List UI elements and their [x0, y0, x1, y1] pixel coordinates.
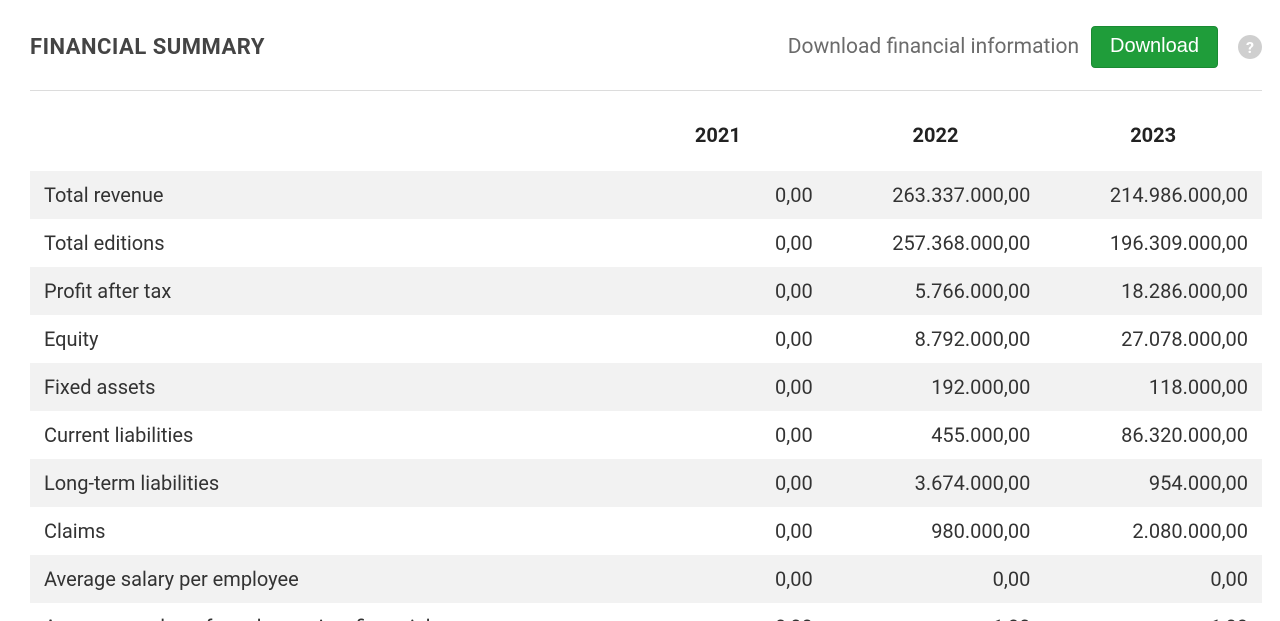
cell-2021: 0,00 [609, 267, 827, 315]
cell-2022: 455.000,00 [827, 411, 1045, 459]
table-header-row: 2021 2022 2023 [30, 113, 1262, 171]
cell-2022: 1,00 [827, 603, 1045, 621]
cell-2022: 192.000,00 [827, 363, 1045, 411]
cell-2021: 0,00 [609, 411, 827, 459]
cell-2021: 0,00 [609, 603, 827, 621]
header-actions: Download financial information Download … [788, 26, 1262, 68]
row-label: Equity [30, 315, 609, 363]
panel-header: FINANCIAL SUMMARY Download financial inf… [30, 26, 1262, 91]
col-header-2023: 2023 [1044, 113, 1262, 171]
row-label: Average salary per employee [30, 555, 609, 603]
cell-2023: 0,00 [1044, 555, 1262, 603]
cell-2021: 0,00 [609, 315, 827, 363]
financial-summary-panel: FINANCIAL SUMMARY Download financial inf… [0, 0, 1280, 621]
row-label: Fixed assets [30, 363, 609, 411]
table-row: Average number of employees in a financi… [30, 603, 1262, 621]
cell-2022: 3.674.000,00 [827, 459, 1045, 507]
cell-2022: 0,00 [827, 555, 1045, 603]
cell-2023: 86.320.000,00 [1044, 411, 1262, 459]
col-header-2021: 2021 [609, 113, 827, 171]
table-body: Total revenue 0,00 263.337.000,00 214.98… [30, 171, 1262, 621]
cell-2022: 980.000,00 [827, 507, 1045, 555]
cell-2023: 2.080.000,00 [1044, 507, 1262, 555]
panel-title: FINANCIAL SUMMARY [30, 35, 265, 60]
cell-2023: 18.286.000,00 [1044, 267, 1262, 315]
table-row: Total editions 0,00 257.368.000,00 196.3… [30, 219, 1262, 267]
cell-2021: 0,00 [609, 507, 827, 555]
col-header-label [30, 113, 609, 171]
table-row: Claims 0,00 980.000,00 2.080.000,00 [30, 507, 1262, 555]
cell-2022: 5.766.000,00 [827, 267, 1045, 315]
cell-2021: 0,00 [609, 555, 827, 603]
download-button[interactable]: Download [1091, 26, 1218, 68]
download-info-label: Download financial information [788, 35, 1079, 59]
cell-2021: 0,00 [609, 459, 827, 507]
row-label: Total revenue [30, 171, 609, 219]
col-header-2022: 2022 [827, 113, 1045, 171]
row-label: Claims [30, 507, 609, 555]
cell-2023: 118.000,00 [1044, 363, 1262, 411]
cell-2023: 27.078.000,00 [1044, 315, 1262, 363]
row-label: Current liabilities [30, 411, 609, 459]
cell-2023: 1,00 [1044, 603, 1262, 621]
financial-summary-table: 2021 2022 2023 Total revenue 0,00 263.33… [30, 113, 1262, 621]
table-row: Profit after tax 0,00 5.766.000,00 18.28… [30, 267, 1262, 315]
row-label: Total editions [30, 219, 609, 267]
cell-2022: 257.368.000,00 [827, 219, 1045, 267]
table-row: Long-term liabilities 0,00 3.674.000,00 … [30, 459, 1262, 507]
cell-2023: 196.309.000,00 [1044, 219, 1262, 267]
cell-2021: 0,00 [609, 219, 827, 267]
table-row: Current liabilities 0,00 455.000,00 86.3… [30, 411, 1262, 459]
cell-2021: 0,00 [609, 363, 827, 411]
table-row: Average salary per employee 0,00 0,00 0,… [30, 555, 1262, 603]
help-icon[interactable]: ? [1238, 35, 1262, 59]
cell-2023: 214.986.000,00 [1044, 171, 1262, 219]
row-label: Profit after tax [30, 267, 609, 315]
cell-2022: 263.337.000,00 [827, 171, 1045, 219]
cell-2022: 8.792.000,00 [827, 315, 1045, 363]
table-row: Total revenue 0,00 263.337.000,00 214.98… [30, 171, 1262, 219]
row-label: Long-term liabilities [30, 459, 609, 507]
row-label: Average number of employees in a financi… [30, 603, 609, 621]
table-row: Fixed assets 0,00 192.000,00 118.000,00 [30, 363, 1262, 411]
cell-2021: 0,00 [609, 171, 827, 219]
cell-2023: 954.000,00 [1044, 459, 1262, 507]
table-row: Equity 0,00 8.792.000,00 27.078.000,00 [30, 315, 1262, 363]
